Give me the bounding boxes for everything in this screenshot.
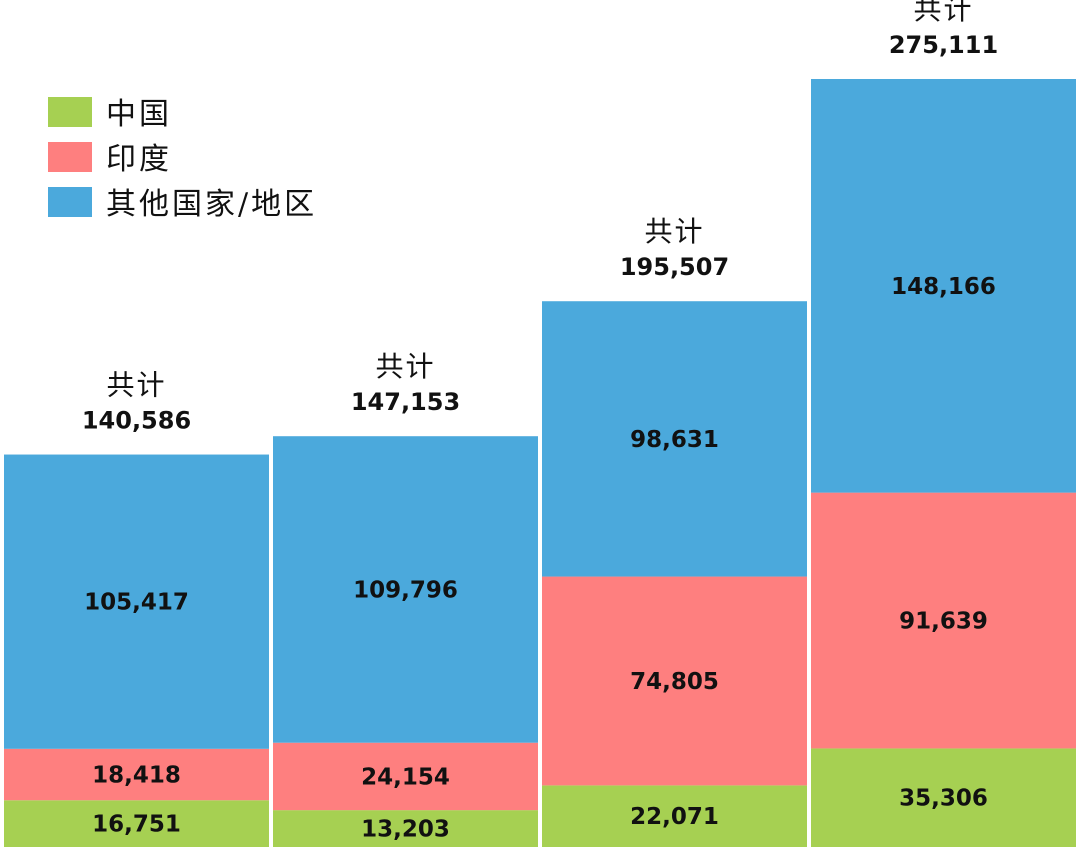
- bar-area: 16,751 18,418 105,417 共计 140,586 13,203 24,154…: [4, 0, 1076, 847]
- legend-label: 中国: [106, 97, 172, 132]
- bar-stack: 35,306 91,639 148,166 共计 275,111: [811, 0, 1076, 847]
- total-caption: 共计: [106, 369, 166, 402]
- data-label: 13,203: [361, 817, 450, 843]
- total-caption: 共计: [644, 215, 704, 248]
- data-label: 109,796: [353, 577, 458, 603]
- legend-item: 其他国家/地区: [48, 187, 317, 222]
- bar-segment: [542, 785, 807, 847]
- bar-stack: 13,203 24,154 109,796 共计 147,153: [273, 350, 538, 847]
- data-label: 98,631: [630, 427, 719, 453]
- total-value: 140,586: [82, 407, 191, 435]
- data-label: 105,417: [84, 590, 189, 616]
- total-value: 195,507: [620, 253, 729, 281]
- legend-label: 其他国家/地区: [106, 187, 317, 222]
- total-caption: 共计: [913, 0, 973, 26]
- bar-segment: [273, 810, 538, 847]
- data-label: 148,166: [891, 274, 996, 300]
- bar-segment: [542, 301, 807, 577]
- bar-segment: [811, 492, 1076, 749]
- legend-item: 中国: [48, 97, 172, 132]
- legend-item: 印度: [48, 142, 172, 177]
- data-label: 16,751: [92, 812, 181, 838]
- total-value: 147,153: [351, 388, 460, 416]
- bar-segment: [4, 454, 269, 749]
- data-label: 35,306: [899, 786, 988, 812]
- data-label: 91,639: [899, 609, 988, 635]
- bar-stack: 16,751 18,418 105,417 共计 140,586: [4, 369, 269, 847]
- bar-segment: [4, 800, 269, 847]
- bar-segment: [273, 742, 538, 811]
- data-label: 24,154: [361, 764, 450, 790]
- bar-stack: 22,071 74,805 98,631 共计 195,507: [542, 215, 807, 847]
- data-label: 22,071: [630, 804, 719, 830]
- legend-swatch: [48, 142, 92, 172]
- legend-swatch: [48, 97, 92, 127]
- bar-segment: [811, 79, 1076, 493]
- legend-label: 印度: [106, 142, 172, 177]
- data-label: 18,418: [92, 763, 181, 789]
- bar-segment: [273, 436, 538, 743]
- bar-segment: [542, 576, 807, 786]
- total-caption: 共计: [375, 350, 435, 383]
- data-label: 74,805: [630, 669, 719, 695]
- bar-segment: [4, 748, 269, 801]
- total-value: 275,111: [889, 31, 998, 59]
- bar-segment: [811, 748, 1076, 847]
- legend-swatch: [48, 187, 92, 217]
